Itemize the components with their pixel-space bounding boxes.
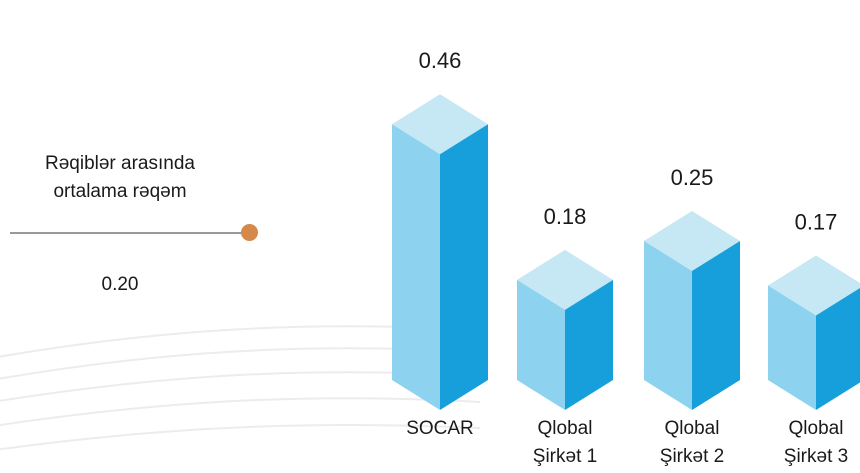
- category-label: Qlobal: [789, 418, 844, 439]
- average-label: Rəqiblər arasında ortalama rəqəm: [0, 150, 240, 206]
- bar-value-label: 0.18: [544, 204, 587, 229]
- average-label-line-2: ortalama rəqəm: [53, 181, 187, 202]
- bar-value-label: 0.25: [671, 165, 714, 190]
- category-label: Şirkət 1: [533, 446, 597, 467]
- bar-top-face: [392, 94, 488, 155]
- bar-2: [517, 249, 613, 410]
- bar-left-face: [517, 279, 565, 410]
- bar-value-label: 0.17: [795, 209, 838, 234]
- category-label: Şirkət 2: [660, 446, 724, 467]
- bar-top-face: [768, 255, 860, 316]
- bar-4: [768, 255, 860, 410]
- category-label: SOCAR: [406, 418, 474, 439]
- bar-3: [644, 211, 740, 410]
- bar-right-face: [565, 279, 613, 410]
- average-marker-dot: [241, 224, 258, 241]
- bar-right-face: [440, 124, 488, 411]
- average-line: [10, 232, 250, 234]
- category-label: Şirkət 3: [784, 446, 848, 467]
- category-label: Qlobal: [665, 418, 720, 439]
- bar-left-face: [392, 124, 440, 411]
- bar-right-face: [816, 287, 860, 410]
- bar-left-face: [644, 241, 692, 410]
- bar-right-face: [692, 241, 740, 410]
- category-label: Qlobal: [538, 418, 593, 439]
- bar-1: [392, 94, 488, 411]
- average-value: 0.20: [101, 274, 139, 295]
- average-label-line-1: Rəqiblər arasında: [45, 153, 195, 174]
- bar-value-label: 0.46: [419, 48, 462, 73]
- bar-left-face: [768, 285, 816, 410]
